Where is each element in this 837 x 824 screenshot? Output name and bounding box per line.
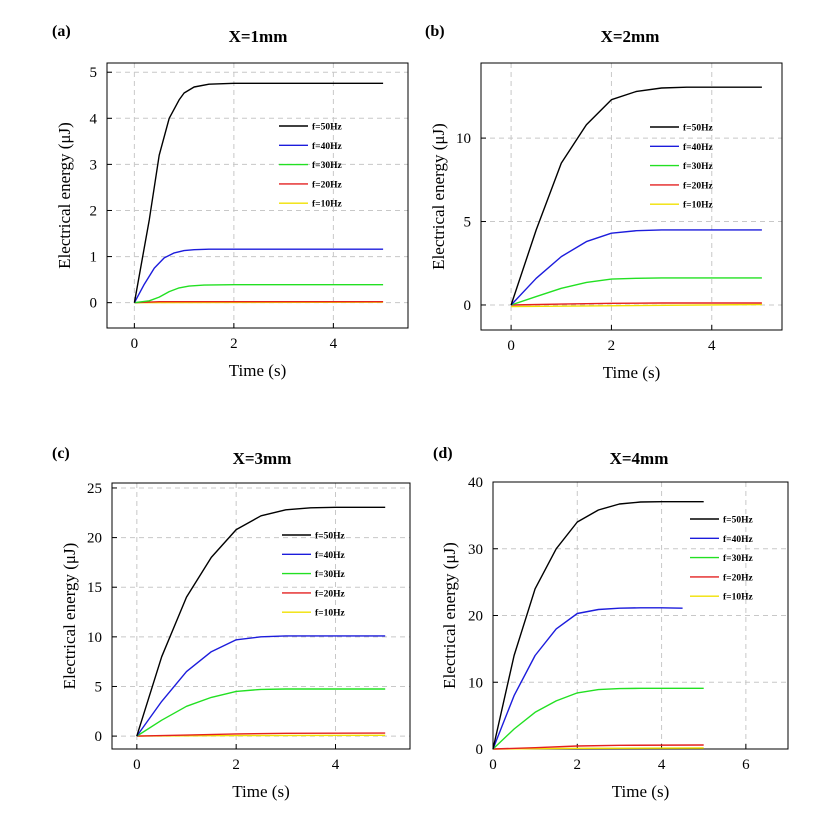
- y-tick-label: 0: [95, 729, 103, 745]
- legend-entry: f=40Hz: [723, 535, 753, 545]
- chart-panel-c: 0 2 4 0 5 10 15 20 25 (c) X=3mm Time (s) Electrical …: [52, 445, 411, 801]
- legend-entry: f=50Hz: [683, 124, 713, 134]
- legend-entry: f=30Hz: [683, 162, 713, 172]
- series-line-f30hz: [134, 284, 384, 304]
- y-axis-label: Electrical energy (μJ): [429, 123, 448, 270]
- panel-label: (d): [433, 445, 453, 462]
- series-line-f50hz: [136, 506, 386, 737]
- plot-frame: [111, 482, 411, 750]
- y-tick-label: 2: [90, 203, 98, 219]
- x-tick-label: 2: [608, 338, 616, 354]
- legend-entry: f=20Hz: [315, 589, 345, 599]
- y-tick-label: 15: [87, 580, 102, 596]
- legend-entry: f=40Hz: [683, 143, 713, 153]
- x-tick-label: 0: [131, 336, 139, 352]
- y-axis-label: Electrical energy (μJ): [55, 122, 74, 269]
- chart-panel-a: 0 2 4 0 1 2 3 4 5 (a) X=1mm Time (s) Electrical ener…: [52, 23, 409, 380]
- legend-entry: f=30Hz: [312, 161, 342, 171]
- legend-entry: f=50Hz: [723, 516, 753, 526]
- x-tick-label: 4: [708, 338, 716, 354]
- series-line-f20hz: [136, 732, 386, 737]
- y-tick-label: 10: [456, 131, 471, 147]
- series-line-f30hz: [136, 688, 386, 737]
- series-line-f50hz: [492, 501, 704, 750]
- chart-title: X=2mm: [601, 27, 660, 46]
- panel-label: (a): [52, 23, 71, 40]
- y-tick-label: 25: [87, 481, 102, 497]
- legend-entry: f=40Hz: [315, 551, 345, 561]
- x-tick-label: 0: [489, 757, 497, 773]
- legend-entry: f=20Hz: [723, 573, 753, 583]
- series-line-f20hz: [511, 302, 762, 306]
- plot-frame: [480, 62, 783, 331]
- legend-entry: f=30Hz: [315, 570, 345, 580]
- x-axis-label: Time (s): [229, 361, 286, 380]
- y-tick-label: 40: [468, 475, 483, 491]
- y-tick-label: 30: [468, 542, 483, 558]
- series-line-f20hz: [492, 744, 704, 750]
- legend-entry: f=10Hz: [315, 609, 345, 619]
- y-axis-label: Electrical energy (μJ): [60, 543, 79, 690]
- series-line-f10hz: [511, 303, 762, 308]
- y-tick-label: 4: [90, 111, 98, 127]
- y-axis-label: Electrical energy (μJ): [440, 542, 459, 689]
- legend-entry: f=20Hz: [683, 181, 713, 191]
- y-tick-label: 20: [468, 609, 483, 625]
- chart-panel-d: 0 2 4 6 0 10 20 30 40 (d) X=4mm Time (s) Electrical …: [433, 445, 789, 801]
- y-tick-label: 10: [468, 675, 483, 691]
- legend-entry: f=40Hz: [312, 142, 342, 152]
- chart-panel-b: 0 2 4 0 5 10 (b) X=2mm Time (s) Electrical energy…: [425, 23, 783, 382]
- x-tick-label: 6: [742, 757, 750, 773]
- chart-title: X=1mm: [229, 27, 288, 46]
- x-tick-label: 4: [330, 336, 338, 352]
- series-line-f30hz: [510, 277, 762, 306]
- y-tick-label: 0: [476, 742, 484, 758]
- x-tick-label: 2: [232, 757, 240, 773]
- series-line-f50hz: [510, 86, 762, 306]
- y-tick-label: 20: [87, 531, 102, 547]
- x-tick-label: 0: [507, 338, 515, 354]
- x-tick-label: 0: [133, 757, 141, 773]
- series-line-f40hz: [510, 229, 762, 306]
- legend-entry: f=50Hz: [312, 123, 342, 133]
- series-line-f40hz: [492, 607, 683, 750]
- series-line-f20hz: [134, 301, 384, 304]
- y-tick-label: 10: [87, 630, 102, 646]
- legend-entry: f=10Hz: [723, 593, 753, 603]
- x-axis-label: Time (s): [232, 782, 289, 801]
- x-tick-label: 4: [332, 757, 340, 773]
- y-tick-label: 5: [95, 679, 103, 695]
- series-line-f40hz: [133, 248, 384, 304]
- plot-frame: [106, 62, 409, 329]
- chart-title: X=4mm: [610, 449, 669, 468]
- y-tick-label: 5: [464, 215, 472, 231]
- x-axis-label: Time (s): [612, 782, 669, 801]
- chart-title: X=3mm: [233, 449, 292, 468]
- series-line-f50hz: [133, 82, 384, 303]
- x-tick-label: 2: [230, 336, 238, 352]
- panel-label: (c): [52, 445, 70, 462]
- y-tick-label: 3: [90, 157, 98, 173]
- y-tick-label: 5: [90, 65, 98, 81]
- y-tick-label: 0: [90, 296, 98, 312]
- legend-entry: f=10Hz: [312, 200, 342, 210]
- legend-entry: f=30Hz: [723, 554, 753, 564]
- legend-entry: f=20Hz: [312, 180, 342, 190]
- panel-label: (b): [425, 23, 445, 40]
- y-tick-label: 1: [90, 250, 98, 266]
- series-line-f40hz: [136, 635, 386, 737]
- legend-entry: f=50Hz: [315, 532, 345, 542]
- x-tick-label: 4: [658, 757, 666, 773]
- y-tick-label: 0: [464, 298, 472, 314]
- legend-entry: f=10Hz: [683, 201, 713, 211]
- series-line-f30hz: [492, 687, 704, 750]
- x-tick-label: 2: [574, 757, 582, 773]
- x-axis-label: Time (s): [603, 363, 660, 382]
